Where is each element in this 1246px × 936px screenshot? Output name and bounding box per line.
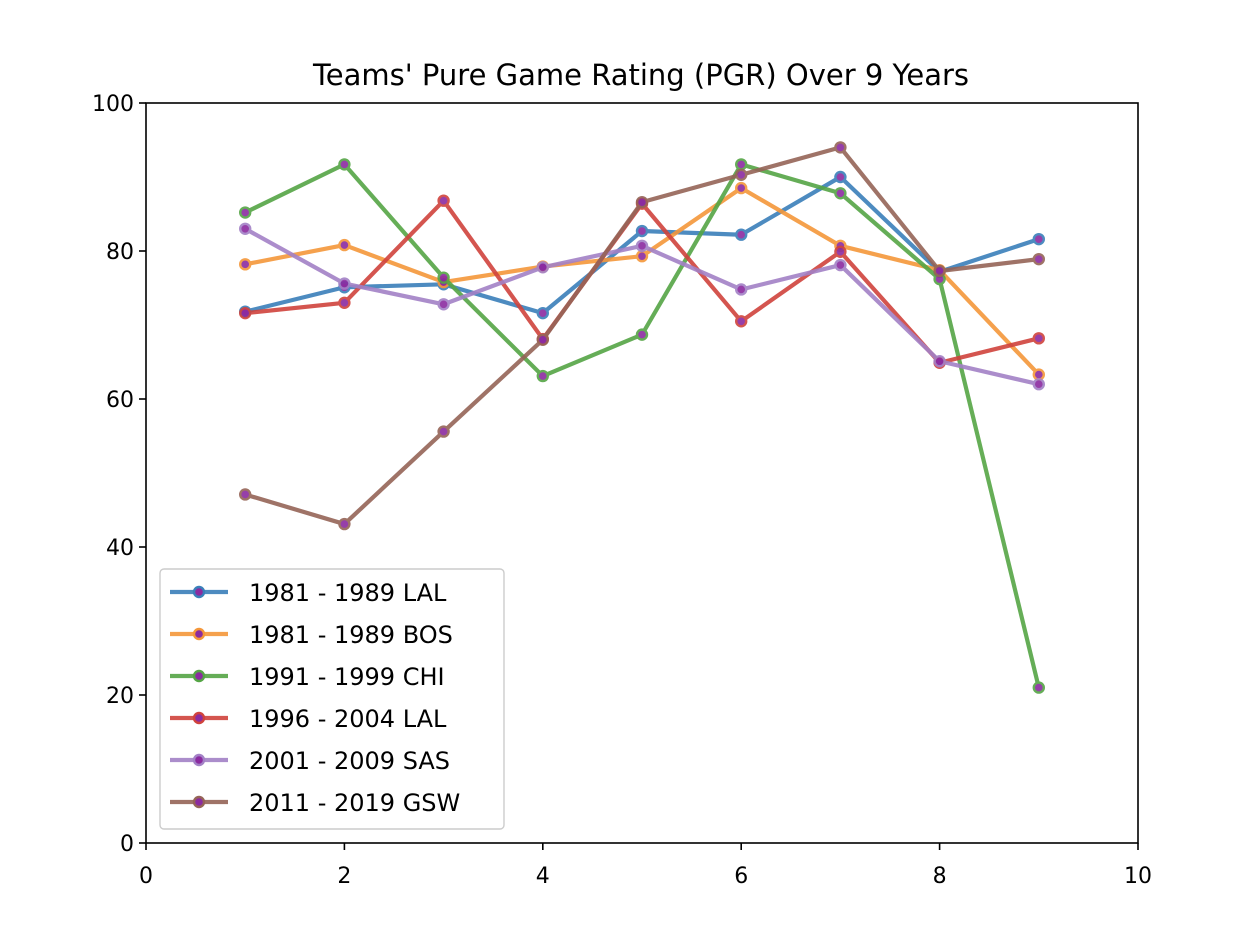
data-point — [933, 264, 946, 278]
legend-entry: 2001 - 2009 SAS — [170, 747, 450, 775]
legend-label: 1991 - 1999 CHI — [249, 663, 445, 691]
data-point — [834, 141, 847, 154]
legend-swatch-marker — [192, 711, 206, 725]
y-tick-label: 40 — [106, 536, 134, 561]
data-point — [834, 187, 847, 200]
data-point — [338, 296, 351, 309]
legend-swatch-marker — [192, 627, 206, 641]
data-point — [834, 245, 847, 258]
data-point — [635, 224, 649, 238]
data-point — [536, 306, 549, 320]
legend-label: 2011 - 2019 GSW — [249, 789, 460, 817]
data-point — [338, 238, 351, 252]
x-tick-label: 10 — [1124, 864, 1152, 889]
chart-title: Teams' Pure Game Rating (PGR) Over 9 Yea… — [312, 58, 969, 92]
x-tick-label: 4 — [536, 864, 550, 889]
data-point — [735, 181, 748, 195]
legend-swatch-marker — [192, 669, 206, 683]
data-point — [834, 170, 847, 184]
data-point — [437, 271, 450, 284]
series-4 — [238, 194, 1046, 369]
data-point — [1032, 252, 1046, 266]
legend-swatch-marker — [192, 753, 206, 767]
series-5 — [238, 222, 1046, 391]
x-tick-label: 8 — [933, 864, 947, 889]
data-point — [834, 258, 847, 272]
legend-entry: 1991 - 1999 CHI — [170, 663, 445, 691]
legend: 1981 - 1989 LAL 1981 - 1989 BOS 1991 - 199… — [159, 568, 505, 830]
series-layer — [238, 141, 1046, 694]
data-point — [238, 306, 252, 320]
data-point — [1032, 232, 1046, 246]
x-tick-label: 2 — [337, 864, 351, 889]
data-point — [735, 315, 748, 328]
data-point — [338, 517, 351, 531]
data-point — [536, 333, 549, 346]
data-point — [933, 355, 946, 368]
data-point — [238, 222, 252, 236]
legend-label: 2001 - 2009 SAS — [249, 747, 450, 775]
data-point — [437, 298, 450, 311]
data-point — [238, 258, 252, 271]
y-tick-label: 60 — [106, 388, 134, 413]
data-point — [437, 194, 450, 207]
legend-label: 1981 - 1989 BOS — [249, 621, 453, 649]
y-tick-label: 20 — [106, 684, 134, 709]
y-tick-label: 80 — [106, 240, 134, 265]
series-3 — [238, 158, 1046, 694]
x-tick-label: 0 — [139, 864, 153, 889]
data-point — [536, 369, 549, 383]
data-point — [1032, 378, 1046, 391]
data-point — [338, 158, 351, 171]
data-point — [735, 158, 748, 171]
legend-label: 1996 - 2004 LAL — [249, 705, 447, 733]
legend-label: 1981 - 1989 LAL — [249, 579, 447, 607]
plot-frame — [145, 102, 1139, 844]
data-point — [735, 283, 748, 296]
legend-swatch-marker — [192, 585, 206, 599]
x-tick-label: 6 — [734, 864, 748, 889]
data-point — [536, 261, 549, 274]
series-6 — [238, 141, 1046, 531]
legend-entry: 1981 - 1989 LAL — [170, 579, 447, 607]
legend-entry: 2011 - 2019 GSW — [170, 789, 460, 817]
data-point — [635, 328, 649, 341]
data-point — [635, 195, 649, 209]
data-point — [635, 239, 649, 253]
data-point — [238, 206, 252, 219]
data-point — [735, 168, 748, 181]
series-2 — [238, 181, 1046, 381]
data-point — [1032, 681, 1046, 694]
data-point — [238, 488, 252, 501]
data-point — [635, 249, 649, 263]
y-tick-label: 100 — [92, 92, 134, 117]
legend-box — [159, 568, 505, 830]
legend-entry: 1996 - 2004 LAL — [170, 705, 447, 733]
y-tick-label: 0 — [120, 832, 134, 857]
legend-swatch-marker — [192, 795, 206, 809]
data-point — [338, 277, 351, 290]
legend-entry: 1981 - 1989 BOS — [170, 621, 453, 649]
data-point — [1032, 332, 1046, 345]
data-point — [735, 228, 748, 241]
data-point — [437, 425, 450, 438]
